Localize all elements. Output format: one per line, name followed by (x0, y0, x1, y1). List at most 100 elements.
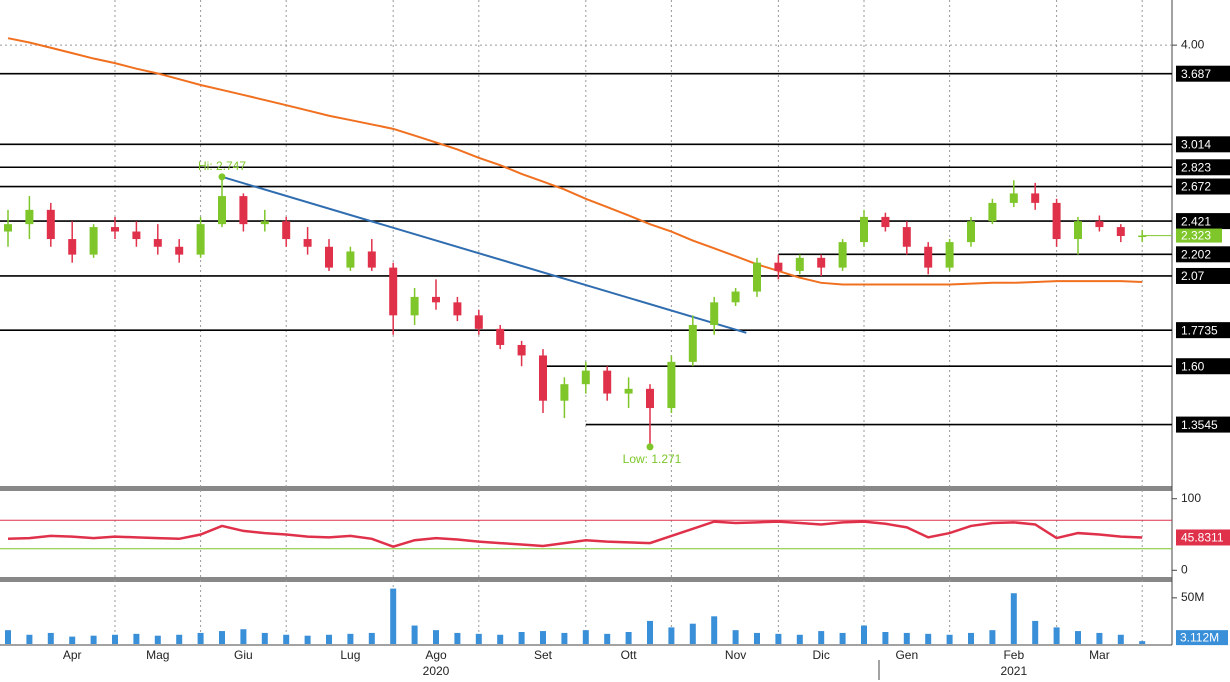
candle-body (1009, 193, 1018, 203)
candle-body (517, 344, 526, 356)
candle-body (432, 296, 440, 303)
x-tick-label: Set (534, 648, 553, 662)
volume-bar (326, 634, 332, 644)
candle-body (603, 370, 612, 394)
x-tick-label: Gen (895, 648, 918, 662)
rsi-last-box (1176, 529, 1230, 546)
volume-tick-label: 50M (1181, 590, 1204, 604)
candle-body (453, 302, 462, 316)
volume-bar (497, 634, 504, 644)
year-label: 2021 (1000, 664, 1027, 678)
candle-body (688, 324, 697, 362)
candle-body (175, 246, 184, 255)
candle-body (346, 251, 355, 268)
candle-body (795, 257, 804, 271)
x-tick-label: Nov (725, 648, 746, 662)
year-label: 2020 (423, 664, 450, 678)
moving-average-line (7, 37, 1143, 286)
volume-bar (69, 636, 76, 644)
candle-body (46, 209, 55, 240)
candle-body (4, 224, 12, 232)
volume-bar (882, 632, 889, 644)
high-annotation: Hi: 2.747 (198, 159, 246, 173)
candle-body (902, 227, 911, 247)
volume-bar (518, 632, 525, 644)
level-label-box (1176, 178, 1230, 195)
volume-bar (754, 632, 760, 644)
candle-body (881, 216, 890, 228)
candle-body (1031, 193, 1040, 203)
candle-body (367, 251, 376, 268)
level-label: 2.421 (1181, 214, 1211, 228)
level-label-box (1176, 246, 1230, 263)
volume-bar (1032, 620, 1039, 644)
candle-body (132, 231, 141, 240)
volume-bar (133, 633, 140, 644)
candle-body (967, 221, 975, 243)
level-label: 3.014 (1181, 137, 1211, 151)
volume-bar (47, 632, 54, 644)
candle-body (474, 315, 483, 329)
level-label-box (1176, 267, 1230, 284)
volume-bar (689, 623, 696, 644)
volume-bar (475, 633, 482, 644)
candle-body (25, 209, 34, 225)
x-tick-label: Lug (340, 648, 360, 662)
volume-bar (1075, 631, 1081, 644)
candle-body (646, 388, 654, 409)
candle-body (1138, 235, 1147, 238)
x-tick-label: Mag (146, 648, 169, 662)
low-annotation: Low: 1.271 (623, 452, 682, 466)
volume-bar (197, 632, 204, 644)
candle-body (260, 221, 269, 225)
volume-bar (668, 627, 675, 644)
candle-body (282, 221, 291, 240)
volume-bar (347, 633, 354, 644)
volume-bar (240, 629, 247, 644)
level-label: 3.687 (1181, 67, 1211, 81)
x-tick-label: Ago (425, 648, 447, 662)
candle-body (496, 328, 505, 345)
candle-body (303, 239, 312, 247)
x-tick-label: Mar (1089, 648, 1110, 662)
candle-body (624, 388, 633, 394)
candle-body (1052, 202, 1061, 240)
candle-body (410, 296, 419, 316)
volume-bar (433, 630, 439, 644)
candle-body (68, 239, 77, 255)
level-label-box (1176, 416, 1230, 433)
x-tick-label: Ott (621, 648, 638, 662)
level-label: 2.07 (1181, 269, 1205, 283)
volume-bar (561, 632, 568, 644)
volume-bar (1117, 634, 1124, 644)
x-tick-label: Feb (1003, 648, 1024, 662)
volume-bar (925, 633, 932, 644)
volume-bar (582, 630, 589, 644)
candle-body (988, 202, 997, 222)
candle-body (560, 384, 569, 401)
volume-bar (411, 625, 418, 644)
rsi-tick-label: 100 (1181, 491, 1201, 505)
candle-body (581, 370, 590, 385)
y-tick-label: 4.00 (1181, 37, 1205, 51)
volume-bar (861, 625, 867, 644)
volume-bar (26, 634, 33, 644)
x-tick-label: Dic (813, 648, 830, 662)
level-label: 2.672 (1181, 180, 1211, 194)
volume-bar (647, 620, 653, 644)
low-marker (646, 443, 654, 451)
volume-bar (711, 616, 718, 644)
high-marker (218, 173, 226, 181)
panel-divider (0, 577, 1172, 582)
volume-bar (946, 634, 953, 644)
candle-body (325, 246, 333, 268)
trendline (221, 175, 747, 334)
volume-bar (368, 632, 375, 644)
candle-body (924, 246, 933, 268)
volume-bar (604, 633, 611, 644)
volume-bar (176, 634, 183, 644)
rsi-line (7, 520, 1143, 548)
level-label: 1.3545 (1181, 418, 1218, 432)
